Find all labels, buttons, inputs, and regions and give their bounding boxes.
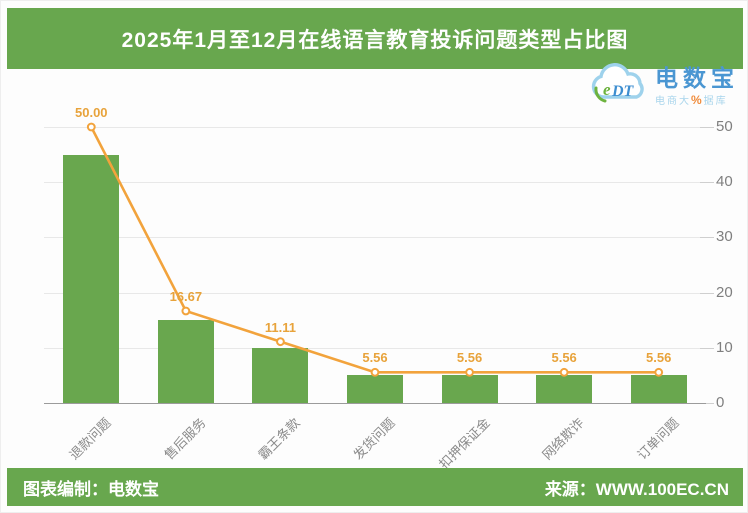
footer-credit: 图表编制：电数宝 — [23, 479, 159, 499]
line-marker — [86, 122, 96, 132]
x-axis-line — [44, 403, 706, 404]
x-axis-label-发货问题: 发货问题 — [350, 415, 398, 463]
data-label: 5.56 — [646, 350, 672, 366]
page-title: 2025年1月至12月在线语言教育投诉问题类型占比图 — [121, 28, 629, 52]
data-label: 5.56 — [551, 350, 577, 366]
axis-tick — [700, 182, 714, 184]
footer-banner: 图表编制：电数宝 来源：WWW.100EC.CN — [7, 468, 743, 506]
x-axis-label-霸王条款: 霸王条款 — [255, 415, 304, 463]
cloud-logo-icon: e DT — [589, 61, 651, 112]
line-marker — [370, 367, 380, 377]
y-axis-tick-label: 0 — [716, 394, 725, 411]
y-axis-tick-label: 50 — [716, 118, 733, 135]
line-marker — [181, 306, 191, 316]
brand-logo-text: 电数宝 电商大%据库 — [655, 66, 739, 107]
axis-tick — [700, 127, 714, 128]
brand-name: 电数宝 — [655, 65, 739, 91]
gridline — [44, 182, 706, 184]
gridline — [44, 347, 706, 349]
brand-logo: e DT 电数宝 电商大%据库 — [589, 61, 739, 112]
bar-扣押保证金 — [441, 375, 498, 403]
bar-网络欺诈 — [536, 375, 593, 403]
gridline — [44, 237, 706, 239]
percentage-line-series — [86, 122, 664, 377]
bar-订单问题 — [630, 375, 687, 403]
data-label: 5.56 — [362, 350, 388, 366]
y-axis-tick-label: 10 — [716, 338, 733, 356]
y-axis-tick-label: 30 — [716, 228, 733, 246]
axis-tick — [700, 347, 714, 349]
bar-发货问题 — [347, 375, 403, 403]
y-axis-tick-label: 40 — [716, 173, 733, 191]
gridline — [44, 127, 706, 128]
y-axis-tick-label: 20 — [716, 283, 733, 301]
svg-text:DT: DT — [611, 83, 635, 100]
chart-title-banner: 2025年1月至12月在线语言教育投诉问题类型占比图 — [7, 8, 743, 69]
line-marker — [559, 367, 569, 377]
gridline — [44, 292, 706, 294]
line-marker — [654, 367, 664, 377]
x-axis-label-网络欺诈: 网络欺诈 — [539, 415, 587, 463]
data-label: 50.00 — [75, 105, 108, 120]
x-axis-label-退款问题: 退款问题 — [66, 415, 115, 463]
data-label: 5.56 — [456, 350, 483, 366]
brand-subtitle: 电商大%据库 — [655, 93, 728, 107]
axis-tick — [700, 403, 714, 404]
line-marker — [465, 367, 474, 377]
footer-source: 来源：WWW.100EC.CN — [544, 479, 729, 499]
svg-text:e: e — [603, 80, 611, 99]
axis-tick — [700, 292, 714, 294]
line-path — [90, 126, 659, 374]
bar-霸王条款 — [252, 347, 309, 403]
axis-tick — [700, 237, 714, 239]
x-axis-label-扣押保证金: 扣押保证金 — [435, 415, 493, 472]
line-marker — [276, 337, 285, 347]
bar-售后服务 — [157, 320, 214, 403]
x-axis-label-订单问题: 订单问题 — [634, 415, 682, 463]
data-label: 16.67 — [169, 288, 203, 304]
x-axis-label-售后服务: 售后服务 — [161, 415, 209, 463]
data-label: 11.11 — [264, 319, 296, 335]
bar-退款问题 — [63, 154, 120, 403]
percent-glyph: % — [691, 93, 704, 107]
